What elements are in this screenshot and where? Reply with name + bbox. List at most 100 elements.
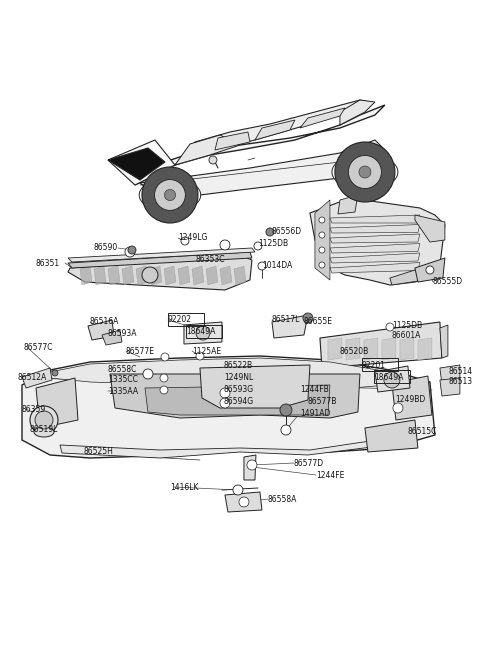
Bar xyxy=(186,325,222,338)
Polygon shape xyxy=(102,330,122,345)
Text: 86359: 86359 xyxy=(22,405,46,413)
Polygon shape xyxy=(255,120,295,140)
Polygon shape xyxy=(330,253,420,263)
Polygon shape xyxy=(192,266,204,285)
Polygon shape xyxy=(330,225,420,233)
Text: 86519L: 86519L xyxy=(30,426,59,434)
Text: 86522B: 86522B xyxy=(224,360,253,369)
Circle shape xyxy=(426,266,434,274)
Polygon shape xyxy=(175,135,240,165)
Text: 18649A: 18649A xyxy=(374,373,403,381)
Text: 86577C: 86577C xyxy=(24,343,53,352)
Text: 86601A: 86601A xyxy=(392,331,421,341)
Polygon shape xyxy=(68,252,252,268)
Text: 86577D: 86577D xyxy=(294,458,324,468)
Text: 86556D: 86556D xyxy=(272,227,302,236)
Polygon shape xyxy=(330,234,420,243)
Text: 86555D: 86555D xyxy=(433,278,463,286)
Bar xyxy=(374,370,410,383)
Polygon shape xyxy=(390,262,440,285)
Polygon shape xyxy=(135,105,385,185)
Text: 86517L: 86517L xyxy=(272,316,300,324)
Circle shape xyxy=(155,179,185,210)
Circle shape xyxy=(161,353,169,361)
Text: 86525H: 86525H xyxy=(84,447,114,455)
Circle shape xyxy=(181,237,189,245)
Text: 1249NL: 1249NL xyxy=(224,373,253,381)
Circle shape xyxy=(233,485,243,495)
Polygon shape xyxy=(108,140,175,185)
Text: 1125AE: 1125AE xyxy=(192,346,221,356)
Text: 86515C: 86515C xyxy=(408,426,437,436)
Text: 1014DA: 1014DA xyxy=(262,261,292,269)
Polygon shape xyxy=(136,266,148,285)
Circle shape xyxy=(160,386,168,394)
Text: 86516A: 86516A xyxy=(90,318,120,326)
Polygon shape xyxy=(50,358,390,390)
Bar xyxy=(362,358,398,371)
Circle shape xyxy=(359,166,371,178)
Circle shape xyxy=(142,167,198,223)
Circle shape xyxy=(319,232,325,238)
Circle shape xyxy=(258,262,266,270)
Circle shape xyxy=(220,388,230,398)
Polygon shape xyxy=(415,258,445,282)
Polygon shape xyxy=(330,263,420,273)
Polygon shape xyxy=(272,315,308,338)
Text: 86558A: 86558A xyxy=(268,495,297,504)
Circle shape xyxy=(143,369,153,379)
Polygon shape xyxy=(36,378,78,428)
Polygon shape xyxy=(440,365,460,384)
Polygon shape xyxy=(415,215,445,242)
Polygon shape xyxy=(244,455,256,480)
Polygon shape xyxy=(110,374,360,418)
Circle shape xyxy=(35,411,53,429)
Text: 1335CC: 1335CC xyxy=(108,375,138,384)
Circle shape xyxy=(319,262,325,268)
Circle shape xyxy=(393,403,403,413)
Polygon shape xyxy=(440,378,460,396)
Circle shape xyxy=(239,497,249,507)
Text: 1244FB: 1244FB xyxy=(300,384,329,394)
Text: 1416LK: 1416LK xyxy=(170,483,198,491)
Polygon shape xyxy=(22,356,435,458)
Polygon shape xyxy=(332,154,398,190)
Text: 1125DB: 1125DB xyxy=(258,240,288,248)
Circle shape xyxy=(142,267,158,283)
Text: 86558C: 86558C xyxy=(108,364,137,373)
Polygon shape xyxy=(382,338,396,360)
Polygon shape xyxy=(60,438,390,458)
Polygon shape xyxy=(215,132,250,150)
Text: 1249LG: 1249LG xyxy=(178,233,207,242)
Polygon shape xyxy=(234,266,246,285)
Circle shape xyxy=(164,189,176,200)
Text: 86593G: 86593G xyxy=(224,384,254,394)
Circle shape xyxy=(303,313,313,323)
Circle shape xyxy=(319,247,325,253)
Text: 86594G: 86594G xyxy=(224,396,254,405)
Circle shape xyxy=(128,246,136,254)
Polygon shape xyxy=(330,244,420,253)
Text: 86512A: 86512A xyxy=(18,373,47,381)
Polygon shape xyxy=(206,266,218,285)
Text: 86577E: 86577E xyxy=(126,346,155,356)
Circle shape xyxy=(384,372,400,388)
Text: 86353C: 86353C xyxy=(196,255,226,263)
Polygon shape xyxy=(340,100,375,125)
Circle shape xyxy=(52,370,58,376)
Polygon shape xyxy=(22,368,52,388)
Polygon shape xyxy=(315,200,330,280)
Polygon shape xyxy=(346,338,360,360)
Text: 86513: 86513 xyxy=(449,377,473,386)
Polygon shape xyxy=(338,195,358,214)
Circle shape xyxy=(247,460,257,470)
Text: 92201: 92201 xyxy=(362,360,386,369)
Polygon shape xyxy=(140,140,385,200)
Text: 1249BD: 1249BD xyxy=(395,394,425,403)
Circle shape xyxy=(196,326,210,340)
Polygon shape xyxy=(328,338,342,360)
Polygon shape xyxy=(80,266,92,285)
Polygon shape xyxy=(400,338,414,360)
Polygon shape xyxy=(320,322,442,368)
Text: 1335AA: 1335AA xyxy=(108,386,138,396)
